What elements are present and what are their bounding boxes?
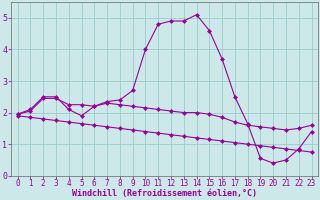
- X-axis label: Windchill (Refroidissement éolien,°C): Windchill (Refroidissement éolien,°C): [72, 189, 257, 198]
